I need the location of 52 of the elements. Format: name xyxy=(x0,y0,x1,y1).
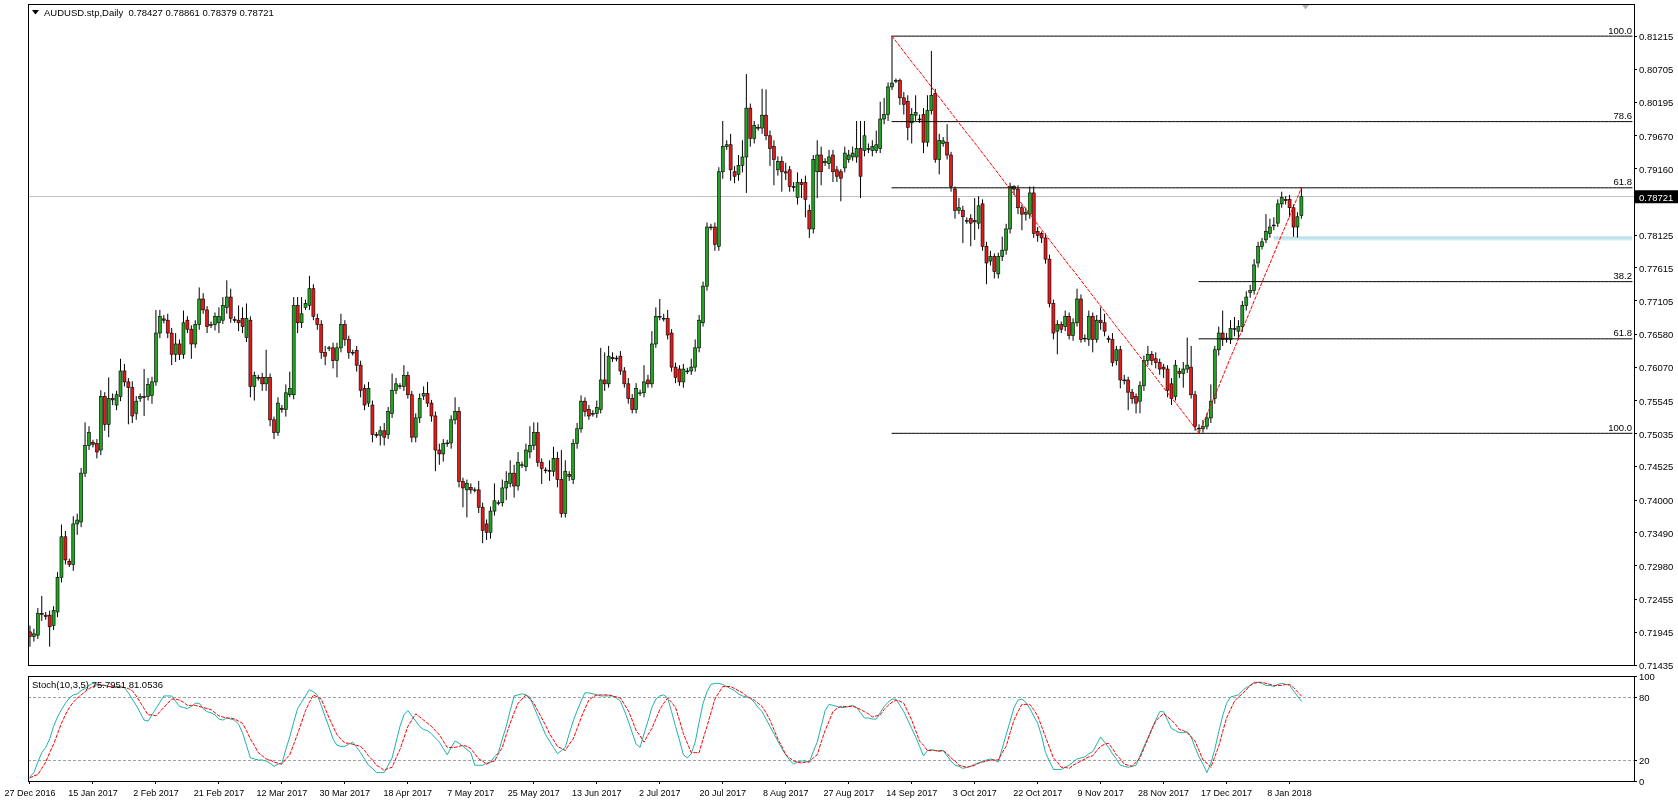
annotation: 100.0 xyxy=(1608,421,1632,433)
y-tick-label: 0.74000 xyxy=(1639,494,1674,506)
x-tick-label: 22 Oct 2017 xyxy=(1013,788,1063,798)
x-tick-label: 3 Oct 2017 xyxy=(952,788,997,798)
y-tick-label: 0.74525 xyxy=(1639,460,1674,472)
x-tick-label: 14 Sep 2017 xyxy=(886,788,938,798)
y-tick-label: 0.72455 xyxy=(1639,593,1674,605)
y-tick-label: 0.78125 xyxy=(1639,229,1674,241)
x-tick-label: 27 Aug 2017 xyxy=(823,788,874,798)
y-tick-label: 0.72980 xyxy=(1639,560,1674,572)
y-tick-label: 0.71945 xyxy=(1639,626,1674,638)
x-tick-label: 8 Jan 2018 xyxy=(1267,788,1312,798)
x-tick-label: 25 May 2017 xyxy=(507,788,560,798)
y-tick-label: 0.76580 xyxy=(1639,328,1674,340)
y-tick-label: 0.79160 xyxy=(1639,163,1674,175)
y-tick-label: 0.77615 xyxy=(1639,262,1674,274)
y-tick-label: 0.71435 xyxy=(1639,659,1674,671)
y-tick-label: 0 xyxy=(1639,775,1645,787)
x-tick-label: 20 Jul 2017 xyxy=(699,788,747,798)
ref-line-label: 0.78721 xyxy=(1639,191,1674,203)
y-tick-label: 80 xyxy=(1639,691,1650,703)
y-tick-label: 0.77105 xyxy=(1639,295,1674,307)
x-tick-label: 30 Mar 2017 xyxy=(319,788,371,798)
annotation: 78.6 xyxy=(1613,110,1632,122)
y-tick-label: 0.79670 xyxy=(1639,130,1674,142)
y-tick-label: 0.80705 xyxy=(1639,63,1674,75)
x-tick-label: 28 Nov 2017 xyxy=(1138,788,1190,798)
x-tick-label: 18 Apr 2017 xyxy=(383,788,433,798)
chart-title: AUDUSD.stp,Daily 0.78427 0.78861 0.78379 0.78721 xyxy=(44,6,274,18)
y-tick-label: 0.80195 xyxy=(1639,96,1674,108)
y-tick-label: 0.75545 xyxy=(1639,395,1674,407)
x-tick-label: 2 Feb 2017 xyxy=(133,788,179,798)
x-tick-label: 15 Jan 2017 xyxy=(68,788,118,798)
annotation: 61.8 xyxy=(1613,327,1632,339)
y-tick-label: 0.81215 xyxy=(1639,30,1674,42)
x-tick-label: 13 Jun 2017 xyxy=(572,788,622,798)
annotation: 61.8 xyxy=(1613,176,1632,188)
x-tick-label: 12 Mar 2017 xyxy=(256,788,308,798)
x-tick-label: 27 Dec 2016 xyxy=(4,788,56,798)
y-tick-label: 100 xyxy=(1639,670,1655,682)
x-tick-label: 9 Nov 2017 xyxy=(1077,788,1124,798)
x-tick-label: 7 May 2017 xyxy=(447,788,495,798)
annotation: 100.0 xyxy=(1608,24,1632,36)
y-tick-label: 0.76070 xyxy=(1639,361,1674,373)
x-tick-label: 21 Feb 2017 xyxy=(193,788,245,798)
x-tick-label: 2 Jul 2017 xyxy=(639,788,681,798)
y-tick-label: 0.73490 xyxy=(1639,527,1674,539)
y-tick-label: 20 xyxy=(1639,754,1650,766)
y-tick-label: 0.75035 xyxy=(1639,428,1674,440)
x-tick-label: 17 Dec 2017 xyxy=(1201,788,1253,798)
x-tick-label: 8 Aug 2017 xyxy=(762,788,809,798)
annotation: 38.2 xyxy=(1613,270,1632,282)
